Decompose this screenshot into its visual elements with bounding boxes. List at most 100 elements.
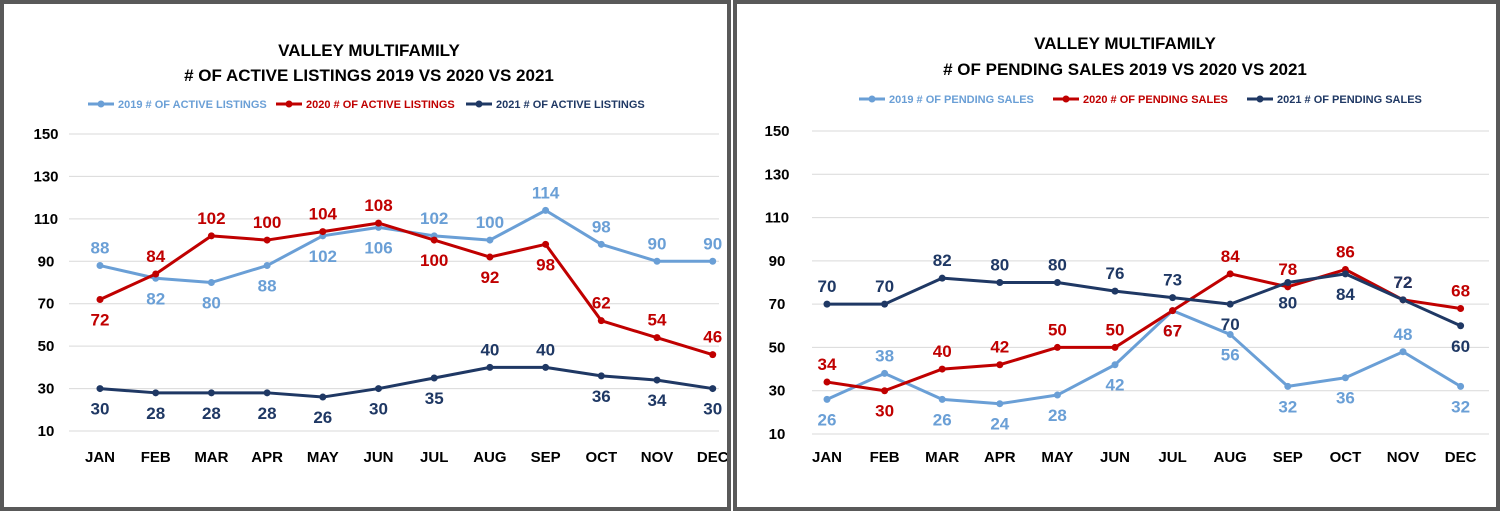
active-x-tick-label: NOV xyxy=(641,449,674,466)
pending-y-tick-label: 70 xyxy=(769,296,786,313)
active-data-label-2019: 102 xyxy=(309,247,337,266)
pending-data-point-2020 xyxy=(938,365,946,373)
active-series-line-2019 xyxy=(99,208,713,284)
pending-x-tick-label: FEB xyxy=(870,449,900,466)
pending-data-label-2021: 73 xyxy=(1163,271,1182,290)
pending-data-label-2020: 72 xyxy=(1394,273,1413,292)
pending-y-tick-label: 110 xyxy=(765,210,789,227)
active-y-tick-label: 90 xyxy=(38,253,55,270)
pending-data-label-2021: 80 xyxy=(990,256,1009,275)
active-x-tick-label: SEP xyxy=(531,449,561,466)
pending-data-point-2019 xyxy=(881,369,889,377)
pending-data-label-2020: 50 xyxy=(1048,320,1067,339)
pending-data-point-2021 xyxy=(1111,287,1119,295)
active-legend-label-2021: 2021 # OF ACTIVE LISTINGS xyxy=(496,99,645,111)
active-data-point-2021 xyxy=(375,385,382,393)
pending-data-label-2020: 42 xyxy=(990,338,1009,357)
pending-y-tick-label: 90 xyxy=(769,253,786,270)
pending-sales-chart-panel: VALLEY MULTIFAMILY # OF PENDING SALES 201… xyxy=(733,0,1500,511)
pending-data-label-2019: 38 xyxy=(875,346,894,365)
pending-data-point-2021 xyxy=(1399,296,1407,304)
active-data-point-2019 xyxy=(709,257,717,265)
active-x-tick-label: DEC xyxy=(697,449,727,466)
active-x-tick-label: JUN xyxy=(363,449,393,466)
pending-data-label-2021: 70 xyxy=(818,277,837,296)
pending-data-label-2021: 70 xyxy=(1221,315,1240,334)
active-data-point-2020 xyxy=(430,236,438,244)
pending-data-point-2021 xyxy=(1053,279,1061,286)
active-series-line-2021 xyxy=(99,365,713,399)
pending-data-point-2019 xyxy=(1053,391,1061,399)
active-x-tick-label: FEB xyxy=(141,449,171,466)
active-data-point-2020 xyxy=(375,219,382,227)
active-data-point-2021 xyxy=(207,389,215,397)
active-y-tick-label: 30 xyxy=(38,381,55,398)
active-legend-marker-2021 xyxy=(475,100,483,108)
active-data-label-2019: 90 xyxy=(703,234,722,253)
pending-data-point-2021 xyxy=(881,300,889,308)
pending-data-label-2021: 70 xyxy=(875,277,894,296)
active-data-label-2019: 100 xyxy=(476,213,504,232)
active-data-label-2019: 102 xyxy=(420,209,448,228)
active-data-label-2019: 98 xyxy=(592,217,611,236)
pending-legend-label-2020: 2020 # OF PENDING SALES xyxy=(1083,94,1228,106)
pending-x-tick-label: JUN xyxy=(1100,449,1130,466)
pending-data-label-2021: 60 xyxy=(1451,337,1470,356)
active-chart-title-line-2: # OF ACTIVE LISTINGS 2019 VS 2020 VS 202… xyxy=(184,66,554,85)
active-data-label-2021: 30 xyxy=(703,400,722,419)
pending-x-tick-label: MAR xyxy=(925,449,959,466)
active-data-label-2021: 30 xyxy=(91,400,110,419)
pending-data-label-2019: 67 xyxy=(1163,322,1182,341)
pending-legend-marker-2021 xyxy=(1256,95,1264,103)
active-x-tick-label: JAN xyxy=(85,449,115,466)
pending-chart-title-line-2: # OF PENDING SALES 2019 VS 2020 VS 2021 xyxy=(943,60,1307,79)
active-y-tick-label: 130 xyxy=(33,168,58,185)
active-series-line-2020 xyxy=(99,221,714,357)
pending-data-label-2021: 80 xyxy=(1048,256,1067,275)
pending-data-point-2020 xyxy=(1169,307,1177,315)
pending-x-tick-label: OCT xyxy=(1330,449,1362,466)
pending-data-label-2020: 50 xyxy=(1106,320,1125,339)
pending-data-point-2021 xyxy=(823,300,831,308)
active-data-label-2019: 80 xyxy=(202,294,221,313)
active-y-tick-label: 70 xyxy=(38,296,55,313)
pending-x-tick-label: NOV xyxy=(1387,449,1420,466)
pending-x-tick-label: JUL xyxy=(1158,449,1186,466)
active-data-point-2020 xyxy=(597,317,605,325)
pending-data-point-2019 xyxy=(996,400,1004,408)
pending-data-point-2021 xyxy=(1226,300,1234,308)
pending-data-point-2019 xyxy=(1284,382,1292,390)
active-data-label-2020: 92 xyxy=(480,268,499,287)
active-data-label-2021: 35 xyxy=(425,389,444,408)
pending-data-point-2020 xyxy=(823,378,831,386)
pending-data-point-2019 xyxy=(938,395,946,403)
active-data-point-2020 xyxy=(542,240,550,248)
active-data-point-2019 xyxy=(597,240,605,248)
active-data-label-2020: 84 xyxy=(146,247,165,266)
pending-data-label-2019: 28 xyxy=(1048,406,1067,425)
pending-series-line-2020 xyxy=(826,268,1461,393)
pending-data-point-2020 xyxy=(1457,304,1465,312)
pending-y-tick-label: 130 xyxy=(764,166,789,183)
active-data-label-2020: 108 xyxy=(364,196,392,215)
pending-data-point-2019 xyxy=(1341,374,1349,382)
pending-data-label-2021: 82 xyxy=(933,251,952,270)
pending-data-label-2021: 72 xyxy=(1394,273,1413,292)
active-data-label-2021: 26 xyxy=(313,408,332,427)
active-data-label-2020: 62 xyxy=(592,294,611,313)
active-data-point-2021 xyxy=(486,363,494,371)
active-listings-chart: VALLEY MULTIFAMILY # OF ACTIVE LISTINGS 2… xyxy=(33,41,727,466)
pending-data-label-2021: 80 xyxy=(1278,294,1297,313)
active-data-label-2021: 28 xyxy=(146,404,165,423)
active-data-point-2020 xyxy=(96,295,104,303)
active-x-tick-label: OCT xyxy=(585,449,617,466)
pending-chart-title-line-1: VALLEY MULTIFAMILY xyxy=(1034,34,1216,53)
active-data-point-2020 xyxy=(319,228,327,236)
pending-data-label-2020: 40 xyxy=(933,342,952,361)
pending-legend-label-2019: 2019 # OF PENDING SALES xyxy=(889,94,1034,106)
active-data-label-2019: 90 xyxy=(648,234,667,253)
pending-data-point-2021 xyxy=(996,279,1004,286)
pending-data-label-2019: 42 xyxy=(1106,376,1125,395)
active-data-label-2019: 88 xyxy=(258,277,277,296)
active-chart-title-line-1: VALLEY MULTIFAMILY xyxy=(278,41,460,60)
